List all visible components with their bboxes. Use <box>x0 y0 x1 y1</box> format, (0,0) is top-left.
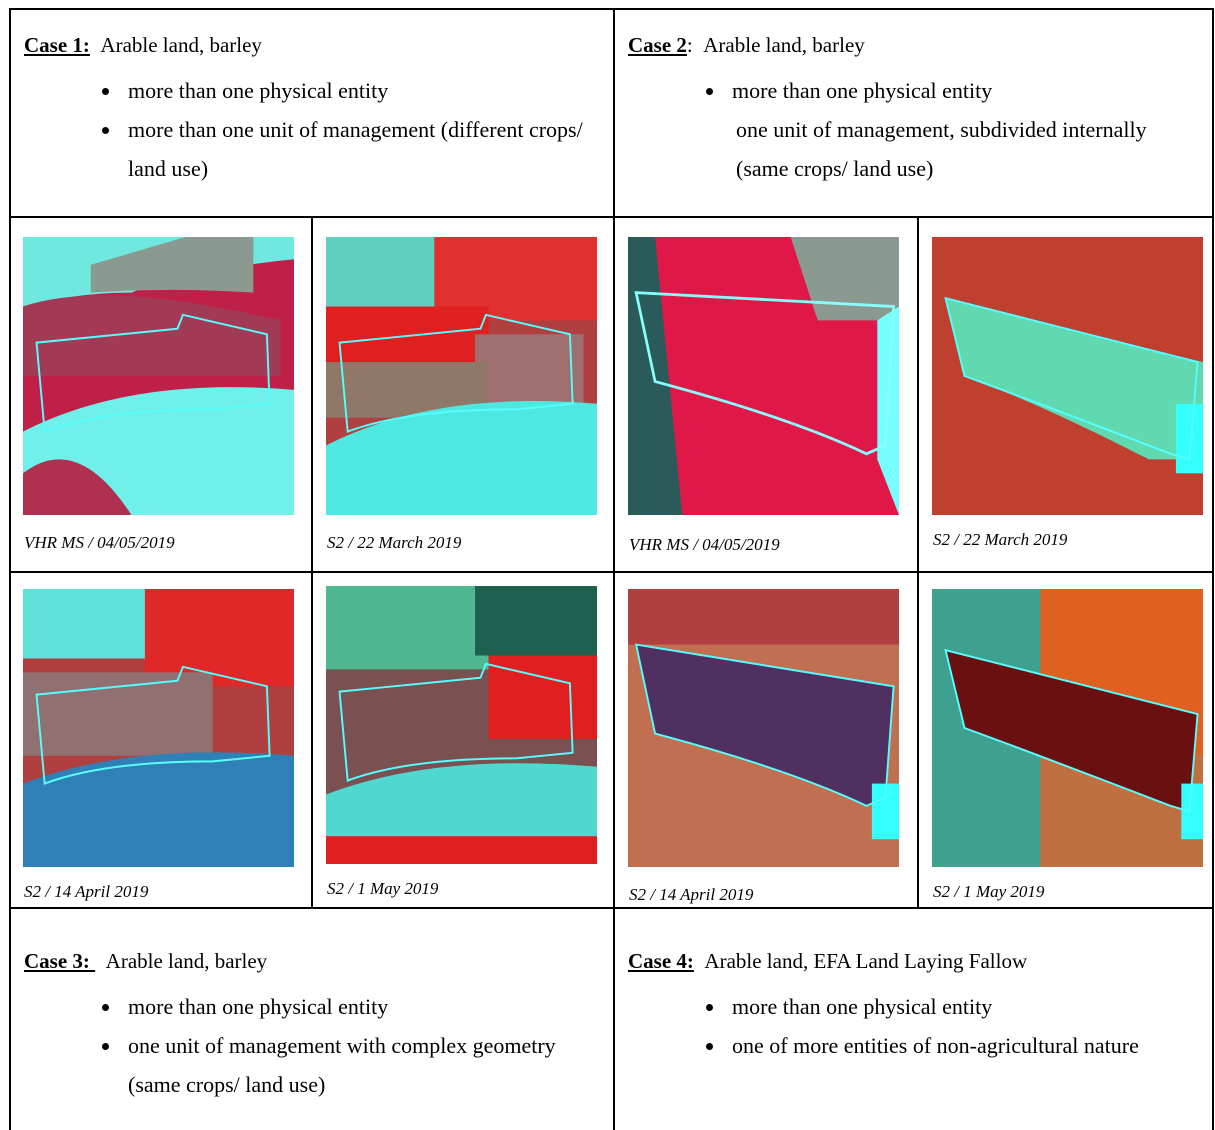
satellite-image <box>326 237 597 515</box>
border <box>9 8 11 1130</box>
case-title: Arable land, barley <box>703 33 865 57</box>
bullet-list: more than one physical entitymore than o… <box>24 71 604 188</box>
satellite-image <box>932 589 1203 867</box>
case-label: Case 1: <box>24 33 90 57</box>
case-heading: Case 3: Arable land, barley <box>24 942 604 981</box>
case-title: Arable land, barley <box>105 949 268 973</box>
bullet-item: more than one unit of management (differ… <box>122 110 604 188</box>
image-caption: VHR MS / 04/05/2019 <box>24 533 175 552</box>
case-label-suffix: : <box>686 33 693 57</box>
satellite-image <box>23 589 294 867</box>
case-title: Arable land, EFA Land Laying Fallow <box>704 949 1028 973</box>
image-caption: S2 / 22 March 2019 <box>327 533 462 552</box>
case-cell: Case 3: Arable land, barley more than one… <box>24 942 604 1104</box>
image-caption: VHR MS / 04/05/2019 <box>629 535 780 554</box>
bullet-item: one unit of management with complex geom… <box>122 1026 604 1104</box>
satellite-image <box>628 589 899 867</box>
bullet-item: more than one physical entity <box>122 987 604 1026</box>
satellite-image <box>23 237 294 515</box>
border <box>917 216 919 908</box>
border <box>1212 8 1214 1130</box>
border <box>613 8 615 1130</box>
case-label: Case 2 <box>628 33 687 57</box>
case-heading: Case 4: Arable land, EFA Land Laying Fal… <box>628 942 1208 981</box>
border <box>9 8 1214 10</box>
case-heading: Case 1: Arable land, barley <box>24 26 604 65</box>
bullet-item: more than one physical entity <box>726 71 1208 110</box>
bullet-item: one of more entities of non-agricultural… <box>726 1026 1208 1065</box>
bullet-item: more than one physical entity <box>726 987 1208 1026</box>
bullet-list: more than one physical entity <box>628 71 1208 110</box>
case-heading: Case 2: Arable land, barley <box>628 26 1208 65</box>
image-caption: S2 / 1 May 2019 <box>327 879 439 898</box>
bullet-item: more than one physical entity <box>122 71 604 110</box>
case-cell: Case 2: Arable land, barley more than one… <box>628 26 1208 188</box>
satellite-image <box>628 237 899 515</box>
case-label: Case 3: <box>24 949 96 973</box>
satellite-image <box>932 237 1203 515</box>
border <box>311 216 313 908</box>
case-cell: Case 4: Arable land, EFA Land Laying Fal… <box>628 942 1208 1065</box>
image-caption: S2 / 14 April 2019 <box>24 882 149 901</box>
border <box>9 216 1214 218</box>
border <box>9 571 1214 573</box>
case-cell: Case 1: Arable land, barley more than one… <box>24 26 604 188</box>
image-caption: S2 / 22 March 2019 <box>933 530 1068 549</box>
case-note: one unit of management, subdivided inter… <box>736 117 1147 181</box>
image-caption: S2 / 1 May 2019 <box>933 882 1045 901</box>
image-caption: S2 / 14 April 2019 <box>629 885 754 904</box>
case-label: Case 4: <box>628 949 694 973</box>
satellite-image <box>326 586 597 864</box>
case-title: Arable land, barley <box>100 33 262 57</box>
border <box>9 907 1214 909</box>
